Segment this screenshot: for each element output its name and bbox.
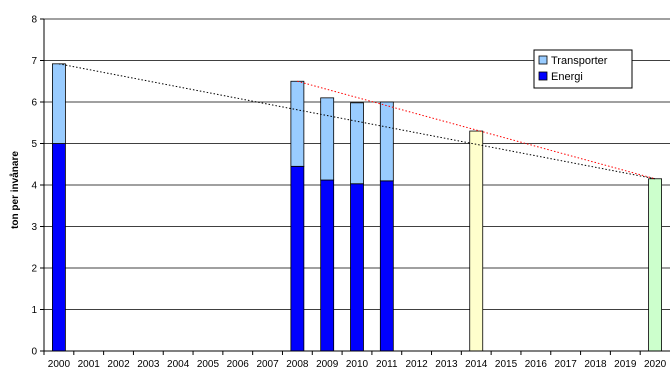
bar-energi-2000	[52, 143, 66, 352]
axes	[40, 18, 670, 355]
y-tick-label-2: 2	[31, 264, 37, 275]
x-tick-label-2010: 2010	[346, 359, 369, 370]
x-tick-label-2012: 2012	[405, 359, 428, 370]
x-tick-label-2004: 2004	[167, 359, 190, 370]
x-tick-label-2005: 2005	[197, 359, 220, 370]
y-tick-label-3: 3	[31, 222, 37, 233]
legend-swatch-energi	[538, 71, 548, 81]
bar-transporter-2011	[379, 101, 394, 182]
bar-energi-2011	[379, 180, 394, 352]
bar-transporter-2000	[52, 63, 66, 144]
x-tick-label-2002: 2002	[107, 359, 130, 370]
x-tick-labels: 2000 2001 2002 2003 2004 2005 2006 2007 2008 2009…	[48, 359, 667, 370]
bar-target-2020	[648, 178, 662, 352]
x-tick-label-2019: 2019	[614, 359, 637, 370]
x-tick-label-2016: 2016	[525, 359, 548, 370]
x-tick-label-2000: 2000	[48, 359, 71, 370]
bar-energi-2010	[350, 183, 364, 352]
trendline-1	[297, 80, 656, 180]
y-tick-label-6: 6	[31, 98, 37, 109]
x-tick-label-2007: 2007	[256, 359, 279, 370]
bar-transporter-2010	[350, 102, 364, 185]
x-tick-label-2018: 2018	[584, 359, 607, 370]
legend-label-transporter: Transporter	[551, 55, 608, 67]
y-tick-labels: 0 1 2 3 4 5 6 7 8	[31, 15, 37, 358]
x-tick-label-2013: 2013	[435, 359, 458, 370]
x-tick-label-2020: 2020	[644, 359, 667, 370]
x-tick-label-2017: 2017	[555, 359, 578, 370]
x-tick-label-2011: 2011	[376, 359, 398, 370]
y-tick-label-5: 5	[31, 139, 37, 150]
x-tick-label-2006: 2006	[227, 359, 250, 370]
bars	[52, 63, 662, 352]
y-tick-label-7: 7	[31, 56, 37, 67]
bar-target-2014	[469, 130, 484, 352]
bar-transporter-2008	[290, 80, 305, 167]
y-tick-label-0: 0	[31, 347, 37, 358]
y-tick-label-8: 8	[31, 15, 37, 26]
y-tick-label-1: 1	[31, 305, 37, 316]
bar-energi-2008	[290, 165, 305, 352]
x-tick-label-2003: 2003	[137, 359, 160, 370]
legend: Transporter Energi	[533, 49, 633, 89]
legend-swatch-transporter	[538, 55, 548, 65]
y-axis-label: ton per invånare	[9, 151, 21, 229]
trendlines	[58, 63, 656, 180]
legend-label-energi: Energi	[551, 71, 583, 83]
x-tick-label-2001: 2001	[78, 359, 101, 370]
legend-box	[533, 49, 633, 89]
bar-transporter-2009	[320, 97, 335, 181]
bar-energi-2009	[320, 179, 335, 352]
y-tick-label-4: 4	[31, 181, 37, 192]
x-tick-label-2009: 2009	[316, 359, 339, 370]
x-tick-label-2014: 2014	[465, 359, 488, 370]
x-tick-label-2015: 2015	[495, 359, 518, 370]
x-tick-label-2008: 2008	[286, 359, 309, 370]
